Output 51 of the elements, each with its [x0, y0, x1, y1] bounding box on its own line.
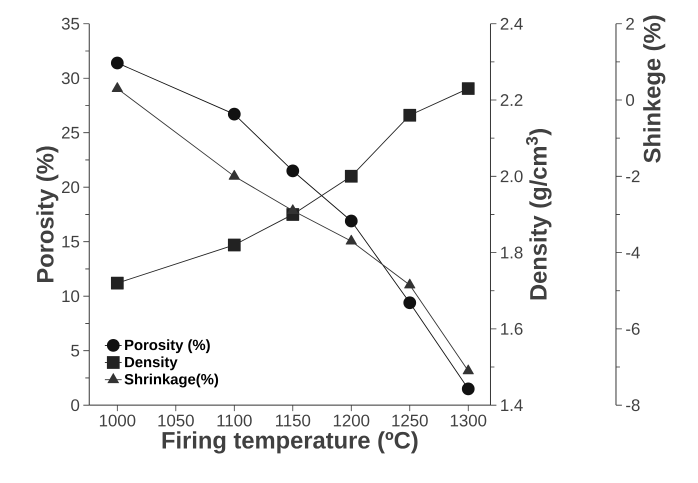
- y2-tick-label: 2.0: [500, 170, 523, 182]
- point: [344, 170, 358, 183]
- y2-tick-label: 2.2: [500, 94, 522, 106]
- x-tick-label: 1200: [334, 414, 370, 426]
- point: [228, 238, 241, 252]
- y2-tick-label: 1.4: [501, 399, 523, 411]
- y-tick-label: 35: [62, 18, 80, 30]
- legend-label: Porosity (%): [125, 339, 210, 353]
- y3-tick-label: -6: [626, 322, 640, 335]
- x-tick-label: 1000: [100, 414, 136, 426]
- x-tick-label: 1300: [450, 414, 486, 426]
- point: [462, 382, 475, 396]
- y3-tick-label: 0: [626, 94, 634, 106]
- point: [286, 164, 300, 178]
- x-tick-label: 1100: [218, 414, 252, 426]
- point: [228, 170, 240, 180]
- y-tick-label: 20: [62, 181, 80, 194]
- y2-tick-label: 1.6: [501, 322, 522, 335]
- y2-axis-title: Density (g/cm$^{3}$): [526, 128, 552, 300]
- point: [404, 278, 416, 288]
- x-tick-label: 1150: [276, 414, 310, 426]
- y-tick-label: 10: [62, 290, 80, 302]
- x-axis-title: Firing temperature (ºC): [162, 431, 418, 454]
- y-tick-label: 0: [71, 399, 80, 412]
- y-tick-label: 30: [62, 72, 80, 84]
- point: [403, 296, 416, 309]
- point: [228, 108, 241, 120]
- point: [287, 204, 298, 214]
- y-tick-label: 15: [62, 236, 80, 248]
- point: [462, 364, 474, 374]
- y3-tick-label: -8: [626, 399, 640, 412]
- y2-tick-label: 1.8: [501, 246, 523, 258]
- y3-axis-title: Shinkege (%): [643, 16, 666, 163]
- point: [110, 56, 124, 70]
- y-tick-label: 5: [71, 344, 80, 356]
- point: [462, 82, 475, 95]
- y3-tick-label: 2: [626, 18, 634, 30]
- y3-tick-label: -4: [626, 246, 640, 258]
- y-axis-title: Porosity (%): [36, 146, 58, 282]
- y-tick-label: 25: [62, 126, 80, 139]
- x-tick-label: 1050: [158, 414, 194, 426]
- point: [110, 276, 124, 290]
- y3-tick-label: -2: [626, 170, 640, 182]
- legend-label: Density: [125, 356, 178, 370]
- point: [346, 234, 357, 244]
- legend-label: Shrinkage(%): [124, 373, 218, 388]
- point: [403, 108, 416, 122]
- point: [344, 214, 358, 228]
- point: [112, 82, 123, 92]
- x-tick-label: 1250: [392, 414, 428, 426]
- y2-tick-label: 2.4: [500, 18, 523, 30]
